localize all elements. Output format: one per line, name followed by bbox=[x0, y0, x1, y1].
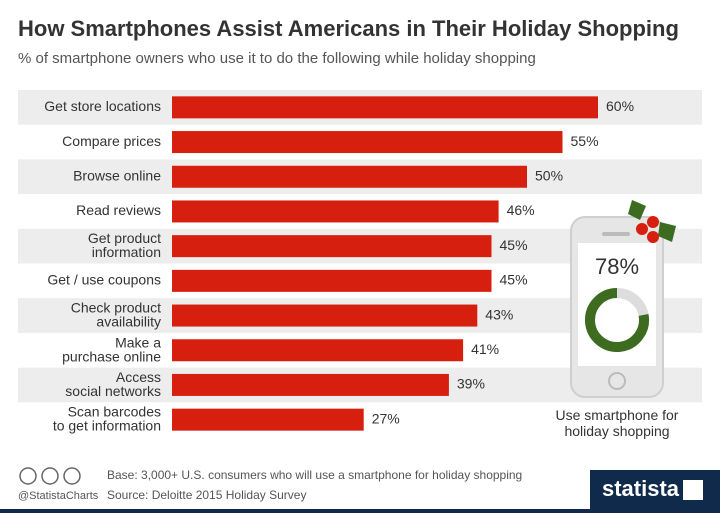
cc-icon bbox=[19, 467, 37, 485]
inset-caption: Use smartphone for holiday shopping bbox=[556, 407, 679, 439]
chart-title: How Smartphones Assist Americans in Thei… bbox=[18, 16, 679, 41]
value-label: 39% bbox=[457, 376, 485, 392]
bar bbox=[172, 373, 449, 396]
bottom-rule bbox=[0, 509, 720, 513]
donut-arc bbox=[585, 288, 649, 352]
bar bbox=[172, 165, 527, 188]
category-label: Access social networks bbox=[65, 369, 161, 399]
value-label: 60% bbox=[606, 98, 634, 114]
value-label: 41% bbox=[471, 341, 499, 357]
category-label: Get store locations bbox=[44, 98, 161, 114]
value-label: 45% bbox=[500, 272, 528, 288]
category-label: Make a purchase online bbox=[62, 334, 161, 364]
by-icon bbox=[41, 467, 59, 485]
brand-logo bbox=[683, 480, 703, 500]
holly-leaf bbox=[628, 200, 646, 220]
bar bbox=[172, 304, 478, 327]
category-label: Get / use coupons bbox=[47, 272, 161, 288]
category-label: Get product information bbox=[88, 230, 161, 260]
holly-berry bbox=[647, 216, 659, 228]
category-label: Scan barcodes to get information bbox=[53, 403, 161, 433]
value-label: 50% bbox=[535, 167, 563, 183]
value-label: 43% bbox=[485, 306, 513, 322]
footer-handle: @StatistaCharts bbox=[18, 490, 99, 502]
category-label: Browse online bbox=[73, 167, 161, 183]
phone-speaker bbox=[602, 232, 630, 236]
phone-button bbox=[608, 372, 626, 390]
category-label: Check product availability bbox=[71, 299, 161, 329]
bar bbox=[172, 235, 492, 258]
value-label: 27% bbox=[372, 410, 400, 426]
bar bbox=[172, 131, 563, 154]
category-label: Read reviews bbox=[76, 202, 161, 218]
holly-berry bbox=[636, 223, 648, 235]
category-label: Compare prices bbox=[62, 133, 161, 149]
value-label: 55% bbox=[571, 133, 599, 149]
bar bbox=[172, 339, 464, 362]
inset-value: 78% bbox=[595, 254, 639, 279]
value-label: 45% bbox=[500, 237, 528, 253]
brand: statista bbox=[602, 476, 680, 501]
bar bbox=[172, 200, 499, 223]
chart-subtitle: % of smartphone owners who use it to do … bbox=[18, 50, 536, 67]
holly-leaf bbox=[658, 222, 676, 242]
footer-base: Base: 3,000+ U.S. consumers who will use… bbox=[107, 468, 522, 482]
footer-source: Source: Deloitte 2015 Holiday Survey bbox=[107, 488, 306, 502]
bar bbox=[172, 408, 364, 431]
value-label: 46% bbox=[507, 202, 535, 218]
bar bbox=[172, 269, 492, 292]
bar bbox=[172, 96, 598, 119]
nd-icon bbox=[63, 467, 81, 485]
holly-berry bbox=[647, 231, 659, 243]
